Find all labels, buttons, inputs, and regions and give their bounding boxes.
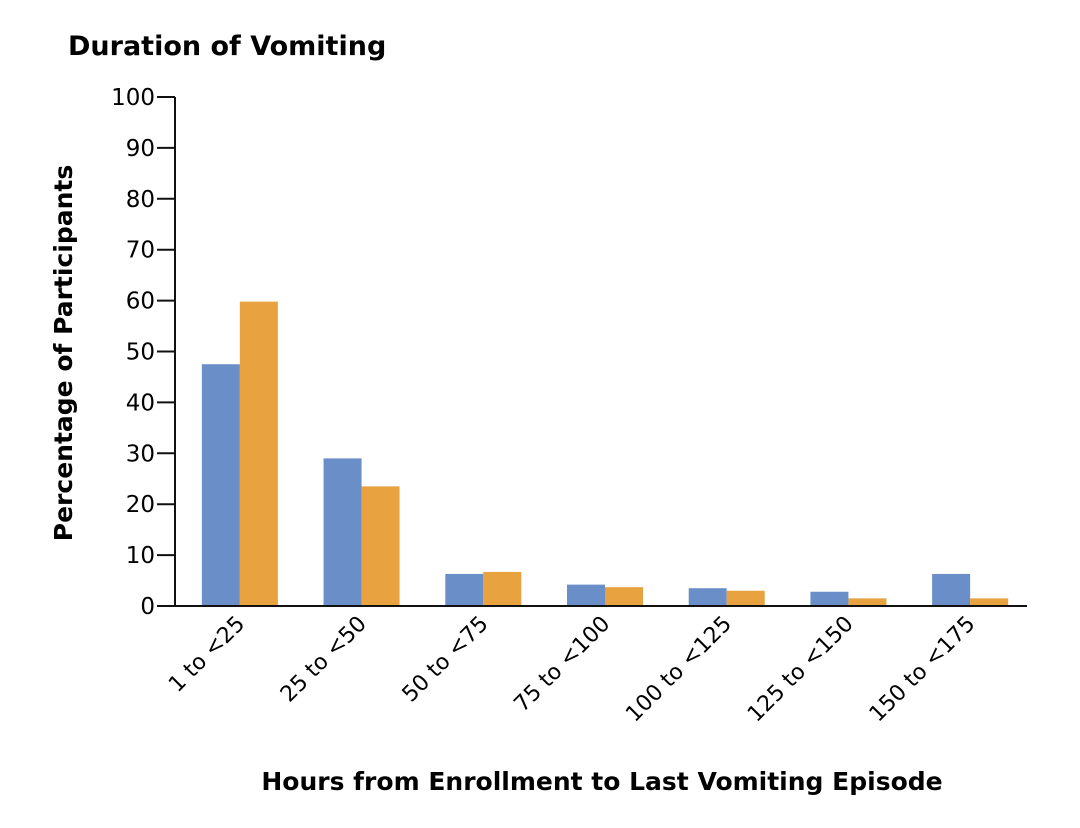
- y-tick-label: 60: [126, 289, 155, 315]
- bar-orange-4: [605, 587, 643, 606]
- x-category-label: 1 to <25: [164, 612, 250, 698]
- x-category-label: 150 to <175: [865, 612, 981, 728]
- bar-orange-7: [970, 598, 1009, 606]
- y-tick-label: 20: [126, 492, 155, 518]
- x-category-label: 75 to <100: [510, 612, 616, 718]
- y-axis: 0 10 20 30 40 50 60 70 80 90 100: [111, 85, 176, 620]
- x-axis-label: Hours from Enrollment to Last Vomiting E…: [261, 767, 942, 796]
- bar-orange-5: [726, 590, 765, 606]
- bar-blue-6: [810, 591, 849, 606]
- bar-blue-3: [445, 573, 484, 606]
- y-tick-label: 30: [126, 441, 155, 467]
- bar-orange-3: [483, 571, 522, 606]
- y-tick-label: 90: [126, 136, 155, 162]
- bar-orange-6: [848, 598, 887, 606]
- x-category-label: 50 to <75: [398, 612, 494, 708]
- y-tick-label: 70: [126, 238, 155, 264]
- bar-blue-1: [201, 364, 240, 606]
- x-category-label: 25 to <50: [276, 612, 372, 708]
- y-tick-label: 10: [126, 543, 155, 569]
- y-tick-label: 100: [111, 85, 155, 111]
- bar-orange-1: [239, 301, 278, 606]
- bar-blue-7: [932, 573, 971, 606]
- y-axis-label: Percentage of Participants: [49, 165, 78, 541]
- y-tick-label: 40: [126, 390, 155, 416]
- x-category-label: 125 to <150: [743, 612, 859, 728]
- bar-blue-4: [567, 584, 605, 606]
- bar-blue-2: [323, 458, 362, 606]
- x-category-label: 100 to <125: [621, 612, 737, 728]
- y-tick-label: 80: [126, 187, 155, 213]
- bar-blue-5: [688, 588, 727, 606]
- x-axis: 1 to <25 25 to <50 50 to <75 75 to <100 100 …: [164, 605, 1027, 728]
- bars-group: [201, 301, 1009, 606]
- chart-title: Duration of Vomiting: [68, 31, 386, 62]
- y-tick-label: 0: [140, 594, 155, 620]
- bar-orange-2: [361, 486, 400, 606]
- y-tick-label: 50: [126, 340, 155, 366]
